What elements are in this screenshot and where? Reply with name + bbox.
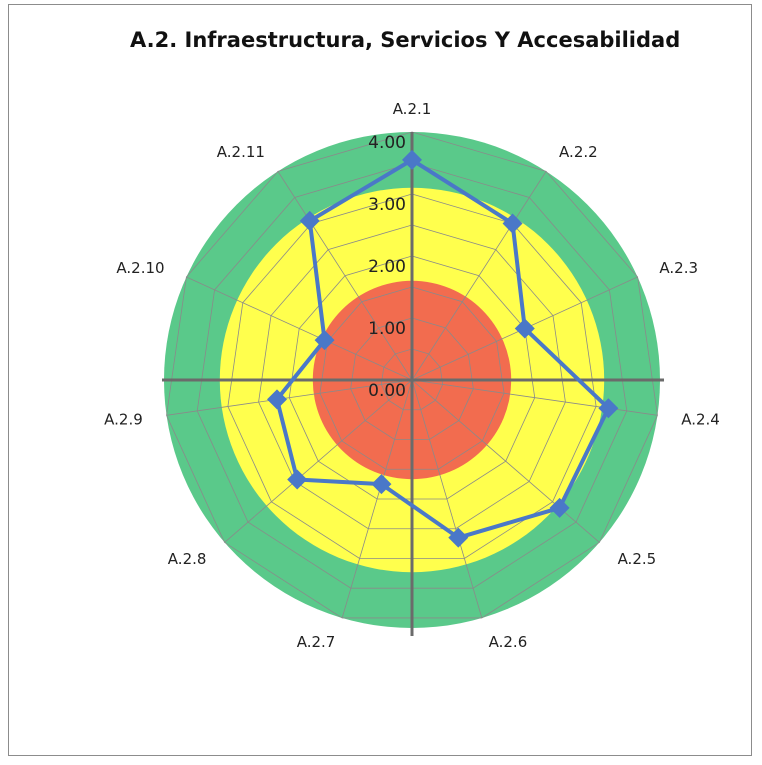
data-point-A.2.4 — [598, 398, 619, 419]
radial-tick-label: 4.00 — [368, 133, 406, 153]
data-point-A.2.8 — [287, 469, 308, 490]
radial-tick-label: 0.00 — [368, 381, 406, 401]
radar-categories: A.2.1 A.2.2 A.2.3 A.2.4 A.2.5 A.2.6 A.2.7 A.2.8… — [104, 100, 720, 651]
category-label: A.2.1 — [393, 100, 432, 118]
category-label: A.2.10 — [116, 259, 164, 277]
data-point-A.2.10 — [314, 330, 335, 351]
spoke — [277, 171, 413, 381]
category-label: A.2.6 — [489, 633, 528, 651]
spoke — [411, 171, 547, 381]
data-point-A.2.6 — [448, 527, 469, 548]
spoke — [411, 379, 600, 543]
radar-ticks: 0.00 1.00 2.00 3.00 4.00 — [368, 133, 406, 401]
series-line — [274, 157, 611, 540]
radial-tick-label: 3.00 — [368, 195, 406, 215]
category-label: A.2.2 — [559, 143, 598, 161]
radial-tick-label: 2.00 — [368, 257, 406, 277]
data-point-A.2.3 — [514, 318, 535, 339]
category-label: A.2.7 — [297, 633, 336, 651]
spoke — [341, 379, 413, 619]
radial-tick-label: 1.00 — [368, 319, 406, 339]
data-point-A.2.5 — [549, 497, 570, 518]
spoke — [411, 379, 483, 619]
chart-title: A.2. Infraestructura, Servicios Y Accesa… — [130, 28, 681, 52]
category-label: A.2.5 — [618, 550, 657, 568]
spoke — [166, 379, 413, 416]
category-label: A.2.11 — [217, 143, 265, 161]
data-point-A.2.11 — [299, 210, 320, 231]
category-label: A.2.8 — [168, 550, 207, 568]
radar-series — [266, 149, 619, 548]
data-point-A.2.1 — [402, 149, 422, 170]
data-point-A.2.7 — [371, 474, 392, 495]
data-point-A.2.9 — [266, 389, 287, 410]
category-label: A.2.4 — [681, 411, 720, 429]
spoke — [186, 276, 413, 381]
data-point-A.2.2 — [502, 213, 523, 234]
spoke — [224, 379, 413, 543]
category-label: A.2.3 — [659, 259, 698, 277]
category-label: A.2.9 — [104, 411, 143, 429]
